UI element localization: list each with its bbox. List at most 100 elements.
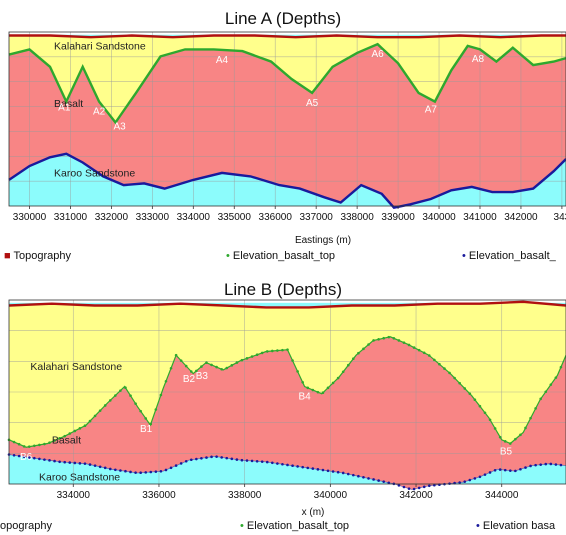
anomaly-label-b2: B2 <box>183 374 196 385</box>
data-point-basalt-base-b <box>22 455 26 459</box>
data-point-basalt-top-b <box>255 353 259 357</box>
data-point-basalt-top-b <box>433 358 436 362</box>
data-point-basalt-base-b <box>114 468 117 472</box>
data-point-basalt-base-b <box>159 469 163 473</box>
data-point-basalt-top-b <box>367 343 370 346</box>
data-point-basalt-top-b <box>93 414 97 418</box>
data-point-basalt-top-b <box>341 370 345 374</box>
data-point-basalt-top-b <box>306 386 310 390</box>
data-point-basalt-base-b <box>514 469 517 473</box>
data-point-basalt-top-b <box>43 442 46 446</box>
data-point-basalt-base-b <box>174 464 178 467</box>
data-point-basalt-top-b <box>397 339 401 342</box>
data-point-basalt-top-b <box>387 335 391 339</box>
data-point-basalt-base-b <box>372 478 375 481</box>
data-point-basalt-top-b <box>169 366 173 370</box>
data-point-basalt-base-b <box>215 455 218 458</box>
data-point-basalt-base-b <box>276 462 279 465</box>
data-point-basalt-base-b <box>346 472 350 476</box>
data-point-basalt-base-b <box>524 466 527 469</box>
layer-label-karoo-b: Karoo Sandstone <box>39 471 120 483</box>
data-point-basalt-top-b <box>316 390 320 394</box>
anomaly-label-a2: A2 <box>93 107 106 118</box>
x-tick-label-a: 333000 <box>136 212 170 223</box>
data-point-basalt-top-b <box>473 398 477 401</box>
data-point-basalt-top-b <box>68 432 72 435</box>
data-point-basalt-top-b <box>438 362 441 366</box>
data-point-basalt-base-b <box>189 458 193 462</box>
x-tick-label-b: 336000 <box>142 490 176 501</box>
data-point-basalt-top-b <box>483 411 487 415</box>
data-point-basalt-top-b <box>129 394 132 397</box>
x-tick-label-a: 338000 <box>340 212 374 223</box>
data-point-basalt-base-b <box>357 474 360 478</box>
data-point-basalt-top-b <box>108 399 112 402</box>
data-point-basalt-base-b <box>311 467 315 470</box>
data-point-basalt-top-b <box>321 391 325 395</box>
data-point-basalt-base-b <box>306 466 310 470</box>
data-point-basalt-base-b <box>230 457 234 461</box>
basalt-layer-a <box>9 44 566 208</box>
data-point-basalt-top-b <box>210 363 213 367</box>
data-point-basalt-top-b <box>544 390 548 394</box>
data-point-basalt-top-b <box>554 376 558 379</box>
data-point-basalt-base-b <box>210 455 213 459</box>
data-point-basalt-base-b <box>509 469 512 472</box>
anomaly-label-b1: B1 <box>140 424 153 435</box>
data-point-basalt-top-b <box>38 443 41 447</box>
data-point-basalt-top-b <box>478 404 482 408</box>
data-point-basalt-top-b <box>488 418 492 422</box>
data-point-basalt-top-b <box>286 348 289 351</box>
data-point-basalt-top-b <box>179 359 183 362</box>
data-point-basalt-top-b <box>296 370 299 373</box>
data-point-basalt-top-b <box>346 363 350 367</box>
data-point-basalt-top-b <box>250 355 254 358</box>
data-point-basalt-top-b <box>12 440 16 444</box>
data-point-basalt-top-b <box>78 427 82 430</box>
data-point-basalt-base-b <box>179 462 183 465</box>
data-point-basalt-top-b <box>362 347 365 351</box>
data-point-basalt-top-b <box>260 351 264 355</box>
chart-title-line-b: Line B (Depths) <box>223 280 343 299</box>
data-point-basalt-base-b <box>17 454 21 458</box>
data-point-basalt-top-b <box>407 343 411 347</box>
data-point-basalt-top-b <box>83 424 87 428</box>
layer-label-basalt-a: Basalt <box>54 98 83 110</box>
anomaly-label-a4: A4 <box>216 55 229 66</box>
data-point-basalt-top-b <box>534 407 537 410</box>
data-point-basalt-base-b <box>559 463 563 467</box>
data-point-basalt-base-b <box>164 468 168 472</box>
data-point-basalt-top-b <box>154 408 158 411</box>
anomaly-label-b6: B6 <box>20 452 33 463</box>
data-point-basalt-base-b <box>103 466 107 470</box>
legend-item-topography-b: opography <box>0 520 52 532</box>
data-point-basalt-top-b <box>468 392 472 395</box>
data-point-basalt-base-b <box>427 484 431 488</box>
anomaly-label-a6: A6 <box>371 49 384 60</box>
legend-marker-topography-a: ■ <box>4 250 11 262</box>
data-point-basalt-base-b <box>362 476 365 479</box>
legend-item-basalt-top-b: • Elevation_basalt_top <box>240 520 349 532</box>
data-point-basalt-top-b <box>519 433 522 437</box>
data-point-basalt-base-b <box>503 468 507 472</box>
legend-label-topography-b: opography <box>0 520 52 532</box>
data-point-basalt-base-b <box>407 487 411 490</box>
data-point-basalt-top-b <box>539 397 542 401</box>
data-point-basalt-top-b <box>265 350 269 353</box>
anomaly-label-a5: A5 <box>306 98 319 109</box>
anomaly-label-b4: B4 <box>299 391 312 402</box>
data-point-basalt-base-b <box>68 461 72 464</box>
data-point-basalt-top-b <box>184 364 188 368</box>
data-point-basalt-base-b <box>225 456 229 460</box>
data-point-basalt-base-b <box>352 473 355 477</box>
x-tick-label-a: 343 <box>554 212 566 223</box>
data-point-basalt-base-b <box>326 469 330 473</box>
x-tick-label-b: 338000 <box>228 490 262 501</box>
data-point-basalt-top-b <box>336 376 340 380</box>
data-point-basalt-top-b <box>427 354 431 357</box>
data-point-basalt-base-b <box>63 460 66 464</box>
data-point-basalt-base-b <box>200 456 203 460</box>
data-point-basalt-base-b <box>367 477 370 480</box>
data-point-basalt-base-b <box>43 458 46 461</box>
data-point-basalt-base-b <box>493 468 497 472</box>
